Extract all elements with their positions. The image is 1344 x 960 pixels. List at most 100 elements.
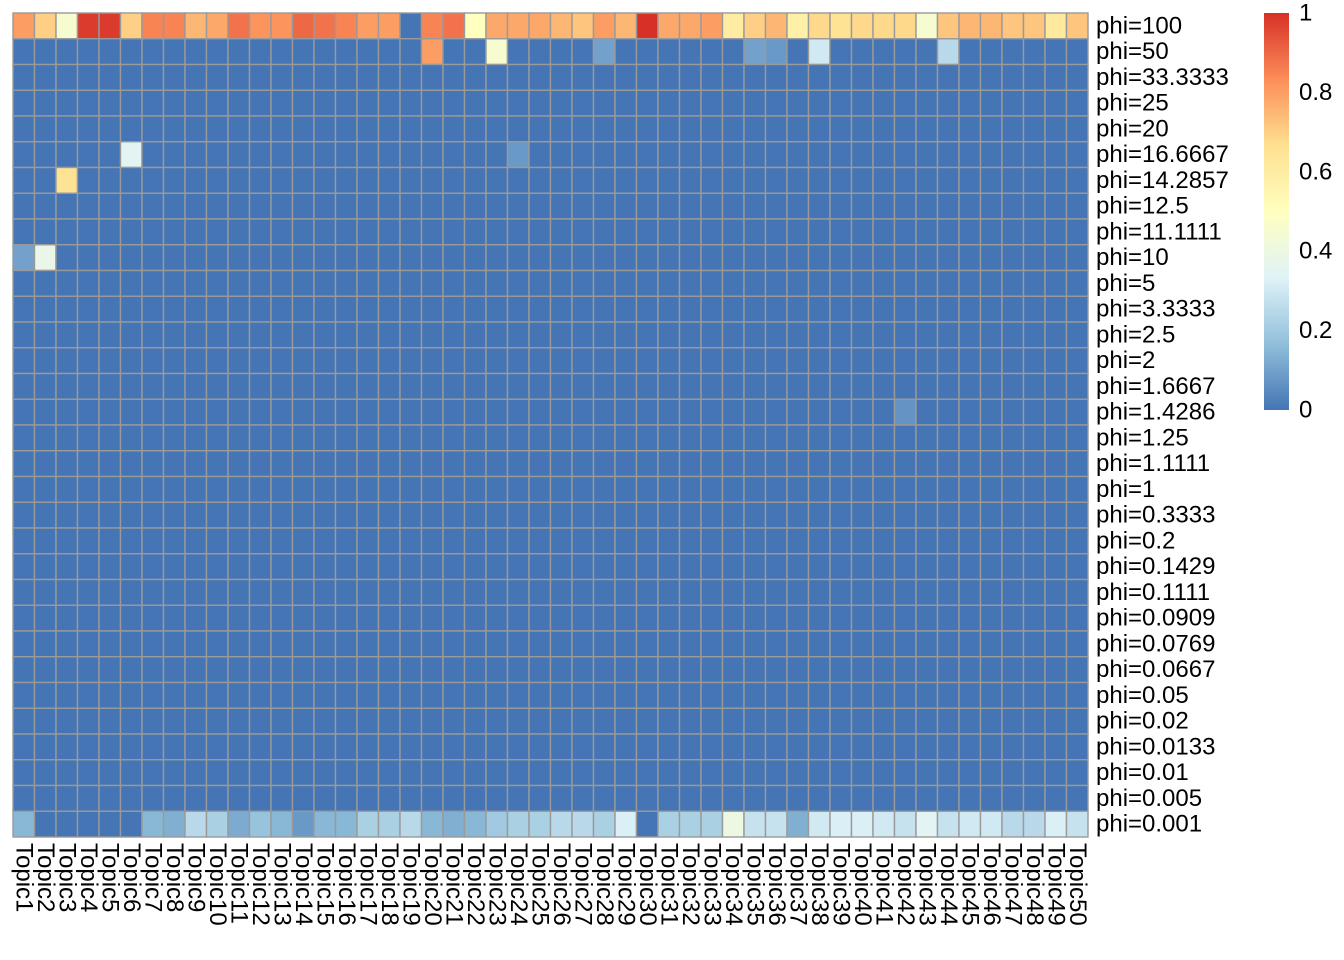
heatmap-cell bbox=[743, 218, 767, 246]
heatmap-cell bbox=[700, 166, 724, 194]
heatmap-cell bbox=[270, 656, 294, 684]
heatmap-cell bbox=[829, 63, 853, 91]
heatmap-cell bbox=[141, 501, 165, 529]
heatmap-cell bbox=[850, 759, 874, 787]
heatmap-cell bbox=[829, 38, 853, 66]
heatmap-cell bbox=[98, 398, 122, 426]
heatmap-cell bbox=[184, 784, 208, 812]
heatmap-cell bbox=[291, 38, 315, 66]
column-label: Topic11 bbox=[225, 843, 252, 924]
row-label: phi=2.5 bbox=[1096, 321, 1175, 348]
heatmap-cell bbox=[829, 681, 853, 709]
heatmap-cell bbox=[184, 12, 208, 40]
heatmap-cell bbox=[55, 475, 79, 503]
heatmap-cell bbox=[829, 475, 853, 503]
heatmap-cell bbox=[248, 656, 272, 684]
heatmap-cell bbox=[1044, 759, 1068, 787]
heatmap-cell bbox=[807, 630, 831, 658]
heatmap-cell bbox=[549, 63, 573, 91]
heatmap-cell bbox=[162, 321, 186, 349]
heatmap-cell bbox=[205, 38, 229, 66]
heatmap-cell bbox=[76, 656, 100, 684]
heatmap-cell bbox=[872, 527, 896, 555]
heatmap-cell bbox=[184, 372, 208, 400]
heatmap-cell bbox=[377, 141, 401, 169]
colorbar-tick-label: 0.6 bbox=[1299, 158, 1332, 185]
heatmap-cell bbox=[657, 630, 681, 658]
column-label: Topic47 bbox=[999, 843, 1026, 926]
heatmap-cell bbox=[399, 321, 423, 349]
heatmap-cell bbox=[936, 501, 960, 529]
heatmap-cell bbox=[313, 115, 337, 143]
heatmap-cell bbox=[592, 707, 616, 735]
heatmap-cell bbox=[33, 398, 57, 426]
heatmap-cell bbox=[979, 475, 1003, 503]
heatmap-cell bbox=[850, 141, 874, 169]
heatmap-cell bbox=[1044, 707, 1068, 735]
heatmap-cell bbox=[485, 12, 509, 40]
heatmap-cell bbox=[872, 475, 896, 503]
heatmap-cell bbox=[528, 63, 552, 91]
heatmap-cell bbox=[657, 527, 681, 555]
heatmap-cell bbox=[1044, 784, 1068, 812]
heatmap-cell bbox=[184, 450, 208, 478]
heatmap-cell bbox=[98, 63, 122, 91]
heatmap-cell bbox=[893, 759, 917, 787]
heatmap-cell bbox=[12, 38, 36, 66]
heatmap-cell bbox=[893, 269, 917, 297]
heatmap-cell bbox=[850, 347, 874, 375]
heatmap-cell bbox=[270, 192, 294, 220]
heatmap-cell bbox=[872, 12, 896, 40]
heatmap-cell bbox=[614, 12, 638, 40]
heatmap-cell bbox=[786, 450, 810, 478]
heatmap-cell bbox=[485, 578, 509, 606]
heatmap-cell bbox=[205, 604, 229, 632]
heatmap-cell bbox=[442, 475, 466, 503]
heatmap-cell bbox=[614, 141, 638, 169]
heatmap-cell bbox=[356, 501, 380, 529]
heatmap-cell bbox=[1065, 604, 1089, 632]
heatmap-cell bbox=[356, 784, 380, 812]
heatmap-cell bbox=[313, 681, 337, 709]
heatmap-cell bbox=[1044, 347, 1068, 375]
heatmap-cell bbox=[248, 166, 272, 194]
heatmap-cell bbox=[571, 244, 595, 272]
heatmap-cell bbox=[614, 681, 638, 709]
heatmap-cell bbox=[76, 501, 100, 529]
heatmap-cell bbox=[55, 424, 79, 452]
heatmap-cell bbox=[614, 630, 638, 658]
heatmap-cell bbox=[979, 527, 1003, 555]
heatmap-cell bbox=[205, 398, 229, 426]
heatmap-cell bbox=[205, 578, 229, 606]
heatmap-cell bbox=[377, 553, 401, 581]
heatmap-cell bbox=[1001, 501, 1025, 529]
heatmap-cell bbox=[1044, 269, 1068, 297]
heatmap-cell bbox=[377, 244, 401, 272]
heatmap-cell bbox=[979, 733, 1003, 761]
heatmap-cell bbox=[399, 295, 423, 323]
heatmap-cell bbox=[356, 372, 380, 400]
heatmap-cell bbox=[463, 784, 487, 812]
heatmap-cell bbox=[119, 244, 143, 272]
heatmap-cell bbox=[506, 733, 530, 761]
heatmap-cell bbox=[248, 630, 272, 658]
heatmap-cell bbox=[614, 784, 638, 812]
row-label: phi=14.2857 bbox=[1096, 167, 1229, 194]
heatmap-cell bbox=[721, 89, 745, 117]
heatmap-cell bbox=[377, 501, 401, 529]
heatmap-cell bbox=[829, 398, 853, 426]
heatmap-cell bbox=[463, 321, 487, 349]
heatmap-cell bbox=[592, 784, 616, 812]
heatmap-cell bbox=[291, 553, 315, 581]
heatmap-cell bbox=[571, 501, 595, 529]
heatmap-cell bbox=[184, 115, 208, 143]
heatmap-cell bbox=[1022, 347, 1046, 375]
heatmap-cell bbox=[485, 38, 509, 66]
heatmap-cell bbox=[807, 424, 831, 452]
heatmap-cell bbox=[76, 578, 100, 606]
heatmap-cell bbox=[528, 707, 552, 735]
heatmap-cell bbox=[313, 424, 337, 452]
heatmap-cell bbox=[893, 656, 917, 684]
heatmap-cell bbox=[162, 89, 186, 117]
heatmap-cell bbox=[743, 810, 767, 838]
